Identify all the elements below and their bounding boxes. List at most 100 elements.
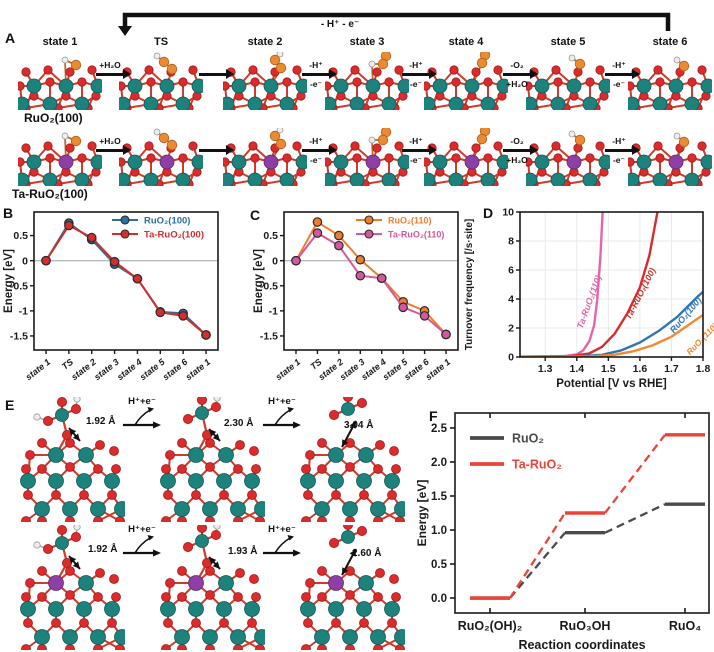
ru-atom	[582, 172, 598, 188]
o-atom	[250, 153, 260, 163]
ta-atom	[464, 154, 480, 170]
ru-atom	[78, 575, 94, 591]
o-atom	[317, 592, 327, 602]
ru-atom	[432, 78, 448, 94]
ru-atom	[254, 501, 270, 517]
ru-atom	[58, 78, 74, 94]
ru-atom	[48, 601, 64, 617]
o-atom	[178, 77, 188, 87]
o-atom	[395, 516, 405, 526]
state-label-1: state 1	[42, 36, 78, 48]
reaction-arrow-bottom-label: -e⁻	[309, 78, 323, 89]
o-atom	[62, 430, 73, 441]
o-atom	[373, 644, 383, 652]
ru-atom	[328, 447, 344, 463]
o-atom	[493, 141, 503, 151]
arrow-with-branch-icon	[123, 407, 161, 429]
ru-atom	[349, 96, 365, 112]
ru-atom	[480, 172, 496, 188]
data-point	[86, 232, 97, 243]
proton-electron-arrow-4: H⁺+e⁻	[260, 524, 304, 562]
structure-ruo2100-state3	[321, 50, 413, 113]
panel-a-letter: A	[5, 30, 16, 46]
o-atom	[395, 644, 405, 652]
ru-atom	[384, 473, 400, 489]
arrow-right-icon	[302, 69, 337, 78]
ru-atom	[74, 96, 90, 112]
data-point	[178, 311, 188, 321]
o-atom	[177, 566, 187, 576]
o-atom	[219, 618, 229, 628]
o-atom	[384, 153, 394, 163]
plot-frame	[519, 211, 704, 358]
arrow-with-branch-icon	[263, 535, 301, 557]
arrowhead-icon	[349, 421, 356, 429]
o-atom	[251, 592, 261, 602]
data-point	[109, 256, 120, 267]
structure-e-ruo2-1	[20, 395, 130, 526]
o-atom	[182, 413, 193, 424]
crystal-slab-svg	[160, 522, 270, 652]
ru-atom	[175, 172, 191, 188]
o-atom	[345, 644, 355, 652]
ru-atom	[370, 501, 386, 517]
ru-atom	[76, 473, 92, 489]
row-label-ta-ruo2-100: Ta-RuO₂(100)	[12, 187, 88, 201]
data-point	[441, 329, 451, 340]
ru-atom	[74, 172, 90, 188]
o-atom	[21, 592, 31, 602]
o-atom	[471, 67, 481, 77]
arrow-right-icon	[96, 69, 131, 78]
o-atom	[23, 618, 33, 628]
structure-ruo2100-ts	[115, 52, 207, 113]
ta-atom	[48, 575, 64, 591]
ru-atom	[263, 78, 279, 94]
o-atom	[65, 143, 75, 153]
crystal-slab-svg	[420, 49, 512, 113]
series-curve	[520, 313, 703, 357]
reaction-arrow-top-label: +H₂O	[99, 60, 121, 70]
panel-f-letter: F	[429, 408, 438, 424]
ta-atom	[58, 154, 74, 170]
data-point	[312, 228, 323, 238]
o-atom	[161, 644, 171, 652]
h-atom	[568, 130, 576, 138]
h-atom	[213, 522, 221, 530]
legend-marker	[364, 229, 374, 239]
h-atom	[73, 523, 81, 531]
x-tick-label: 1.6	[633, 363, 648, 375]
o-atom	[282, 77, 292, 87]
ru-atom	[231, 154, 247, 170]
o-atom	[233, 516, 243, 526]
ru-atom	[432, 154, 448, 170]
o-atom	[328, 409, 339, 420]
o-atom	[111, 464, 121, 474]
o-atom	[37, 516, 47, 526]
crystal-slab-svg	[115, 52, 207, 113]
o-atom	[25, 578, 35, 588]
arrow-right-icon	[402, 145, 437, 154]
ru-atom	[700, 78, 714, 94]
ta-atom	[668, 154, 684, 170]
ru-atom	[349, 172, 365, 188]
o-atom	[144, 65, 154, 75]
ru-atom	[636, 154, 652, 170]
o-atom	[21, 644, 31, 652]
ru-atom	[188, 601, 204, 617]
o-atom	[375, 440, 385, 450]
o-atom	[697, 65, 707, 75]
state-label-5: state 5	[550, 36, 586, 48]
crystal-slab-svg	[160, 394, 270, 526]
o-atom	[249, 446, 259, 456]
o-atom	[317, 644, 327, 652]
x-tick-label: RuO₄	[669, 619, 701, 633]
o-atom	[305, 578, 315, 588]
o-atom	[93, 464, 103, 474]
x-tick-label: RuO₃OH	[560, 619, 611, 633]
data-point	[155, 307, 166, 318]
o-atom	[595, 141, 605, 151]
ta-atom	[365, 154, 381, 170]
h-atom	[61, 132, 69, 140]
x-tick-label: state 4	[115, 357, 144, 382]
